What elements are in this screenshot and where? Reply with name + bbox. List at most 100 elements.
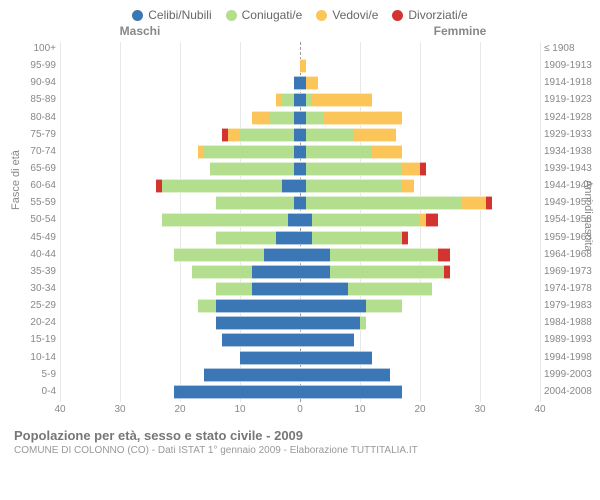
birth-label: 1994-1998 — [544, 351, 598, 365]
birth-label: 2004-2008 — [544, 385, 598, 399]
age-row: 15-191989-1993 — [60, 333, 540, 347]
bar-seg — [306, 145, 372, 159]
birth-label: 1924-1928 — [544, 111, 598, 125]
bar-seg — [402, 231, 408, 245]
bar-seg — [216, 299, 300, 313]
age-row: 100+≤ 1908 — [60, 42, 540, 56]
bar-seg — [204, 145, 294, 159]
bar-seg — [204, 368, 300, 382]
x-tick: 20 — [174, 404, 185, 415]
bar-seg — [174, 385, 300, 399]
age-label: 45-49 — [12, 231, 56, 245]
bar-seg — [426, 213, 438, 227]
bar-seg — [300, 282, 348, 296]
birth-label: 1934-1938 — [544, 145, 598, 159]
age-row: 20-241984-1988 — [60, 316, 540, 330]
age-row: 60-641944-1948 — [60, 179, 540, 193]
age-label: 15-19 — [12, 333, 56, 347]
bar-seg — [306, 162, 402, 176]
bar-seg — [282, 93, 294, 107]
bar-seg — [300, 368, 390, 382]
age-row: 65-691939-1943 — [60, 162, 540, 176]
bar-seg — [324, 111, 402, 125]
legend-dot — [226, 10, 237, 21]
birth-label: 1969-1973 — [544, 265, 598, 279]
bar-seg — [162, 179, 282, 193]
legend-dot — [392, 10, 403, 21]
bar-seg — [402, 179, 414, 193]
bar-seg — [300, 213, 312, 227]
bar-seg — [312, 231, 402, 245]
birth-label: 1914-1918 — [544, 76, 598, 90]
age-label: 10-14 — [12, 351, 56, 365]
birth-label: 1964-1968 — [544, 248, 598, 262]
legend-label: Celibi/Nubili — [148, 8, 211, 22]
birth-label: 1974-1978 — [544, 282, 598, 296]
bar-seg — [216, 231, 276, 245]
grid-line — [540, 42, 541, 402]
legend-label: Divorziati/e — [408, 8, 467, 22]
bar-seg — [216, 282, 252, 296]
bar-seg — [192, 265, 252, 279]
age-row: 80-841924-1928 — [60, 111, 540, 125]
bar-seg — [216, 196, 294, 210]
legend-item: Coniugati/e — [226, 8, 303, 22]
age-row: 90-941914-1918 — [60, 76, 540, 90]
x-tick: 0 — [297, 404, 303, 415]
legend-dot — [316, 10, 327, 21]
bar-seg — [252, 265, 300, 279]
bar-seg — [270, 111, 294, 125]
bar-seg — [198, 299, 216, 313]
legend-label: Vedovi/e — [332, 8, 378, 22]
bar-seg — [216, 316, 300, 330]
bar-seg — [174, 248, 264, 262]
age-label: 75-79 — [12, 128, 56, 142]
bar-seg — [306, 76, 318, 90]
bar-seg — [252, 111, 270, 125]
age-label: 70-74 — [12, 145, 56, 159]
bar-seg — [444, 265, 450, 279]
age-row: 95-991909-1913 — [60, 59, 540, 73]
birth-label: 1949-1953 — [544, 196, 598, 210]
bar-seg — [300, 333, 354, 347]
bar-seg — [306, 128, 354, 142]
bar-seg — [300, 316, 360, 330]
age-row: 0-42004-2008 — [60, 385, 540, 399]
chart-subtitle: COMUNE DI COLONNO (CO) - Dati ISTAT 1° g… — [14, 445, 586, 456]
age-label: 100+ — [12, 42, 56, 56]
bar-seg — [306, 111, 324, 125]
birth-label: 1984-1988 — [544, 316, 598, 330]
birth-label: 1944-1948 — [544, 179, 598, 193]
chart-title: Popolazione per età, sesso e stato civil… — [14, 428, 586, 443]
x-tick: 40 — [534, 404, 545, 415]
plot-area: 40302010010203040 100+≤ 190895-991909-19… — [60, 42, 540, 422]
x-tick: 10 — [354, 404, 365, 415]
bar-seg — [306, 196, 462, 210]
birth-label: 1909-1913 — [544, 59, 598, 73]
age-row: 55-591949-1953 — [60, 196, 540, 210]
x-axis: 40302010010203040 — [60, 402, 540, 422]
bar-seg — [300, 248, 330, 262]
bar-seg — [300, 265, 330, 279]
bar-seg — [300, 231, 312, 245]
bar-seg — [264, 248, 300, 262]
legend-label: Coniugati/e — [242, 8, 303, 22]
age-row: 30-341974-1978 — [60, 282, 540, 296]
age-label: 55-59 — [12, 196, 56, 210]
bar-seg — [330, 248, 438, 262]
birth-label: 1939-1943 — [544, 162, 598, 176]
bar-seg — [300, 385, 402, 399]
age-label: 60-64 — [12, 179, 56, 193]
x-tick: 20 — [414, 404, 425, 415]
bar-seg — [228, 128, 240, 142]
female-label: Femmine — [300, 24, 540, 38]
legend: Celibi/Nubili Coniugati/e Vedovi/e Divorzia… — [0, 0, 600, 24]
age-row: 5-91999-2003 — [60, 368, 540, 382]
x-tick: 30 — [474, 404, 485, 415]
age-label: 50-54 — [12, 213, 56, 227]
age-row: 25-291979-1983 — [60, 299, 540, 313]
bar-seg — [300, 351, 372, 365]
birth-label: 1999-2003 — [544, 368, 598, 382]
age-label: 5-9 — [12, 368, 56, 382]
bar-seg — [360, 316, 366, 330]
